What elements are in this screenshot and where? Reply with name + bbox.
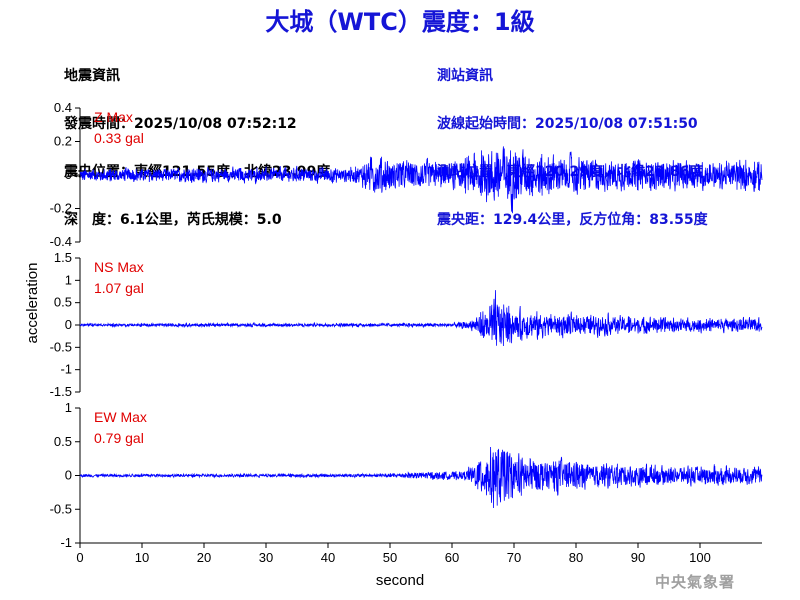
- max-label-ns: NS Max: [94, 259, 144, 275]
- max-value-ns: 1.07 gal: [94, 280, 144, 296]
- quake-info-block: 地震資訊 發震時間：2025/10/08 07:52:12 震央位置：東經121…: [64, 36, 330, 244]
- y-tick-label: 1: [65, 272, 72, 287]
- x-tick-label: 40: [321, 550, 335, 565]
- station-epicentral-distance: 震央距：129.4公里，反方位角：83.55度: [437, 212, 708, 228]
- x-tick-label: 70: [507, 550, 521, 565]
- y-tick-label: -0.5: [50, 501, 72, 516]
- x-tick-label: 0: [76, 550, 83, 565]
- y-tick-label: -0.5: [50, 339, 72, 354]
- panel-ew: 1 0.5 0 -0.5 -1 EW Max 0.79 gal: [50, 400, 763, 550]
- x-tick-label: 10: [135, 550, 149, 565]
- quake-depth-magnitude: 深 度：6.1公里，芮氏規模：5.0: [64, 212, 282, 228]
- quake-info-header: 地震資訊: [64, 68, 120, 84]
- y-tick-label: -0.4: [50, 234, 72, 249]
- agency-watermark: 中央氣象署: [655, 573, 736, 591]
- waveform-z: [79, 146, 763, 214]
- panel-ns: 1.5 1 0.5 0 -0.5 -1 -1.5 NS Max 1.07 gal: [50, 250, 763, 399]
- y-tick-label: -1.5: [50, 384, 72, 399]
- y-tick-label: 0.4: [54, 100, 72, 115]
- station-wave-start-time: 波線起始時間：2025/10/08 07:51:50: [437, 116, 698, 132]
- x-tick-label: 60: [445, 550, 459, 565]
- y-tick-label: 0.5: [54, 434, 72, 449]
- x-tick-label: 100: [689, 550, 711, 565]
- waveform-ew: [79, 446, 763, 509]
- page-title: 大城（WTC）震度：1級: [265, 8, 535, 36]
- x-tick-label: 50: [383, 550, 397, 565]
- quake-origin-time: 發震時間：2025/10/08 07:52:12: [64, 116, 297, 132]
- y-tick-label: 0: [65, 167, 72, 182]
- y-tick-label: 1: [65, 400, 72, 415]
- panel-z: 0.4 0.2 0 -0.2 -0.4 Z Max 0.33 gal: [50, 100, 763, 249]
- x-axis-label: second: [376, 572, 424, 589]
- y-tick-label: 0: [65, 317, 72, 332]
- x-tick-label: 20: [197, 550, 211, 565]
- max-label-ew: EW Max: [94, 409, 147, 425]
- y-tick-label: -1: [60, 362, 72, 377]
- max-value-z: 0.33 gal: [94, 130, 144, 146]
- max-label-z: Z Max: [94, 109, 133, 125]
- waveform-ns: [79, 290, 763, 347]
- y-tick-label: -0.2: [50, 201, 72, 216]
- y-tick-label: 1.5: [54, 250, 72, 265]
- x-tick-label: 90: [631, 550, 645, 565]
- y-tick-label: 0.5: [54, 295, 72, 310]
- y-tick-label: 0.2: [54, 134, 72, 149]
- y-tick-label: -1: [60, 535, 72, 550]
- x-tick-label: 80: [569, 550, 583, 565]
- station-info-block: 測站資訊 波線起始時間：2025/10/08 07:51:50 測站位置：東經1…: [437, 36, 708, 244]
- max-value-ew: 0.79 gal: [94, 430, 144, 446]
- y-tick-label: 0: [65, 468, 72, 483]
- x-tick-label: 30: [259, 550, 273, 565]
- station-info-header: 測站資訊: [437, 68, 493, 84]
- y-axis-label: acceleration: [24, 263, 41, 344]
